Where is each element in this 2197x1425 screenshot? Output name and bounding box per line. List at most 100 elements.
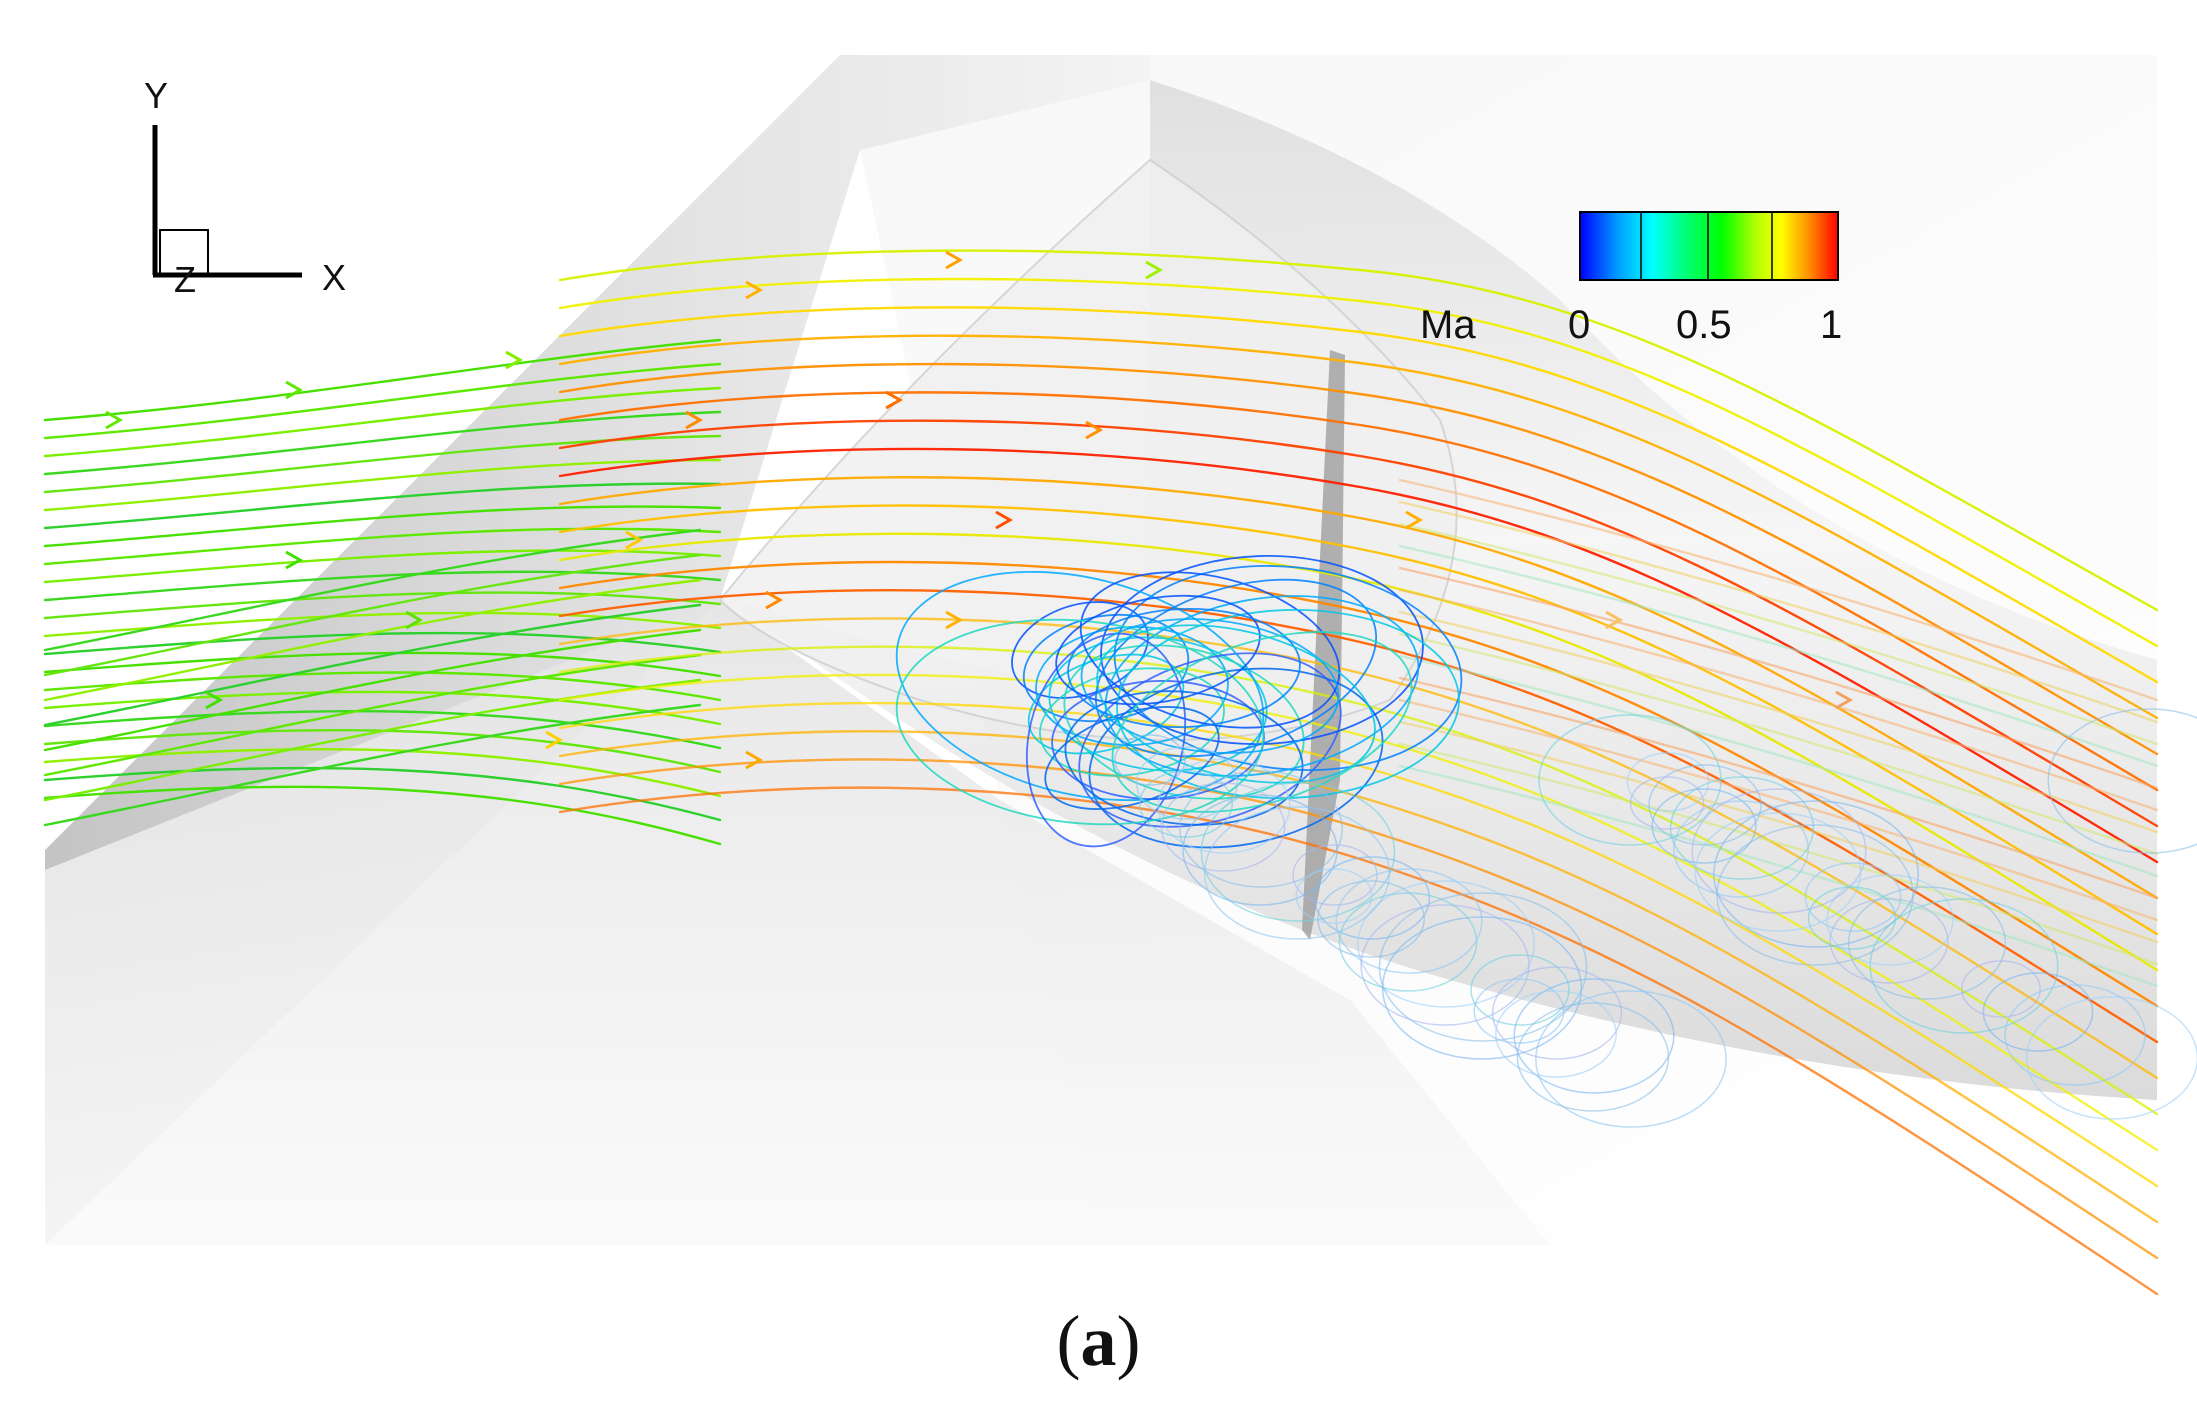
wake-loop: [1807, 886, 1897, 950]
streamline: [43, 458, 722, 512]
caption-open: (: [1056, 1301, 1081, 1381]
wake-loop: [2025, 996, 2197, 1120]
vortex-loop: [1011, 601, 1149, 699]
wake-loop: [1313, 856, 1431, 940]
wake-loop: [1535, 990, 1727, 1128]
streamline: [1398, 720, 2159, 944]
fin-plate: [1302, 350, 1345, 940]
flow-arrow: [1085, 420, 1104, 440]
streamline: [558, 334, 2159, 720]
streamline: [1398, 632, 2159, 856]
wake-loop: [1516, 1002, 1670, 1112]
streamline: [1398, 764, 2159, 988]
wake-loop: [1179, 770, 1343, 888]
wake-loop: [1317, 880, 1425, 958]
streamline: [558, 504, 2159, 936]
streamline: [43, 653, 702, 777]
flow-arrow: [1405, 510, 1424, 530]
wake-loop: [1360, 904, 1530, 1026]
wake-loop: [1538, 714, 1722, 846]
vortex-loop: [1113, 565, 1463, 771]
flow-arrow: [545, 730, 564, 750]
wake-loop: [1669, 776, 1815, 880]
vortex-loop: [1079, 571, 1341, 729]
streamline: [558, 645, 2159, 1116]
flow-arrow: [945, 250, 964, 270]
streamline: [43, 690, 722, 726]
z-axis-label: Z: [174, 259, 196, 300]
streamline: [43, 505, 722, 548]
streamline: [43, 553, 702, 677]
y-axis-label: Y: [144, 75, 168, 116]
streamline: [558, 249, 2159, 612]
streamline: [43, 527, 722, 566]
wake-loop: [1961, 960, 2041, 1018]
wake-loop: [1847, 886, 2007, 1000]
legend-variable-label: Ma: [1420, 303, 1476, 347]
streamline: [43, 603, 702, 727]
streamline-arrows: [105, 250, 1854, 770]
legend-tick-label: 0: [1568, 303, 1590, 347]
streamline: [1398, 588, 2159, 812]
vortex-loop: [1096, 624, 1376, 784]
wake-loop: [1203, 806, 1391, 940]
streamline: [43, 338, 722, 422]
wake-loop: [1335, 868, 1483, 974]
wake-loop: [1829, 898, 1949, 984]
wake-loop: [2047, 708, 2197, 854]
wake-loop: [1691, 788, 1867, 914]
streamline: [43, 578, 702, 702]
x-axis-label: X: [322, 257, 346, 298]
legend-tick-label: 0.5: [1676, 303, 1732, 347]
flow-arrow: [505, 350, 524, 370]
vortex-loop: [1067, 607, 1301, 729]
vortex-loop: [1055, 594, 1261, 706]
streamline: [43, 362, 722, 440]
streamline: [558, 362, 2159, 756]
streamline: [558, 730, 2159, 1224]
streamline: [558, 786, 2159, 1296]
streamline: [558, 589, 2159, 1044]
vortex-loop: [1064, 690, 1304, 826]
streamline: [558, 617, 2159, 1080]
streamline: [558, 447, 2159, 864]
wake-loop: [1982, 972, 2094, 1052]
wake-loop: [1694, 812, 1862, 932]
vortex-loop: [1100, 554, 1424, 746]
streamline: [1398, 500, 2159, 724]
streamlines: [43, 249, 2159, 1296]
streamline: [43, 631, 722, 656]
legend-colorbar: [1579, 211, 1839, 281]
flow-arrow: [105, 410, 124, 430]
streamline: [43, 549, 722, 584]
streamline: [43, 410, 722, 476]
streamline: [558, 476, 2159, 900]
wake-loop: [1378, 892, 1588, 1042]
wake-loop: [2004, 984, 2146, 1086]
wake-loop: [1160, 782, 1286, 872]
streamline: [558, 419, 2159, 828]
flow-arrow: [885, 390, 904, 410]
streamline: [43, 528, 702, 652]
flow-arrow: [765, 590, 784, 610]
vortex-loop: [1116, 608, 1460, 800]
wake-loop: [1295, 868, 1373, 924]
flow-arrow: [405, 610, 424, 630]
mach-legend: Ma 0 0.5 1: [1420, 211, 1842, 347]
caption-close: ): [1116, 1301, 1141, 1381]
caption-letter: a: [1080, 1301, 1117, 1381]
wake-loop: [1135, 746, 1239, 820]
streamline: [43, 570, 722, 602]
streamline: [1398, 610, 2159, 834]
streamline: [43, 386, 722, 458]
flow-arrow: [1835, 690, 1854, 710]
streamline: [1398, 544, 2159, 768]
wedge-lower-face: [45, 600, 1550, 1245]
wake-loop: [1200, 782, 1396, 922]
flow-arrow: [1605, 610, 1624, 630]
streamline: [43, 785, 722, 846]
wake-loop: [1869, 898, 2059, 1034]
streamline: [43, 729, 722, 774]
wake-loop: [1157, 758, 1291, 854]
